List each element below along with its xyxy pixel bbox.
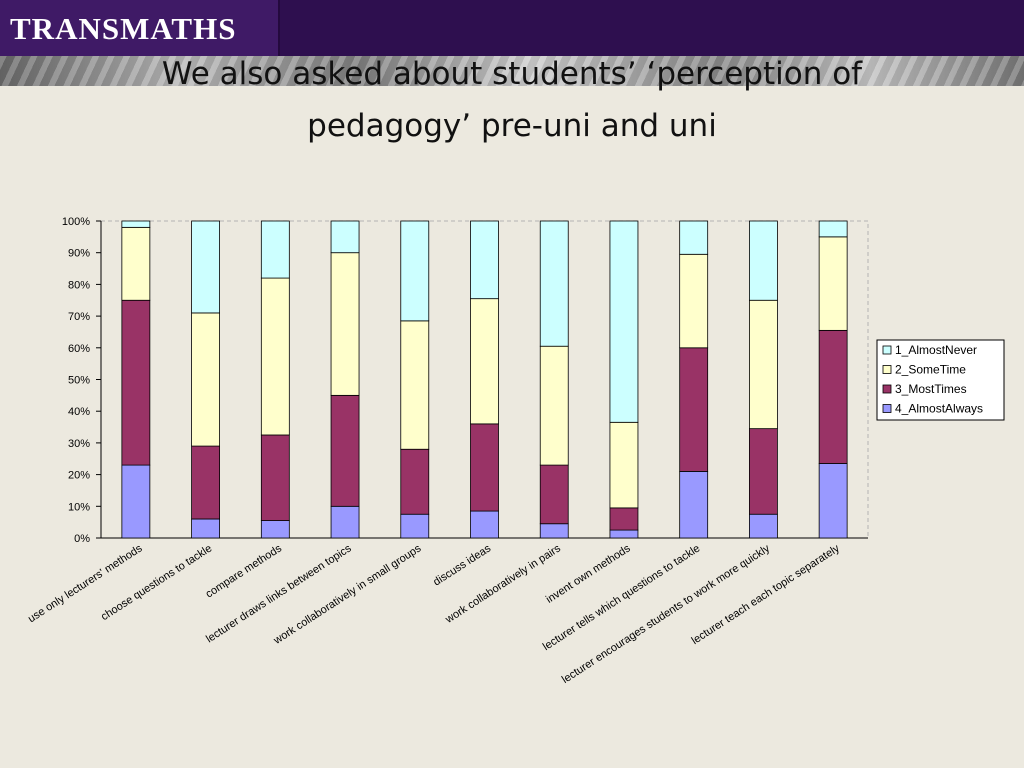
- bar-segment-1_AlmostNever: [470, 220, 499, 300]
- bar-segment-4_AlmostAlways: [330, 505, 360, 539]
- bar-segment-1_AlmostNever: [121, 220, 151, 228]
- bar-segment-2_SomeTime: [679, 253, 709, 349]
- logo-text: TRANSMATHS: [10, 11, 237, 46]
- bar-segment-3_MostTimes: [609, 507, 639, 531]
- bar-group: [400, 220, 430, 539]
- legend-label: 4_AlmostAlways: [895, 402, 983, 416]
- x-tick-label: discuss ideas: [431, 542, 493, 588]
- y-tick-label: 0%: [74, 533, 90, 545]
- x-tick-label: work collaboratively in small groups: [271, 542, 424, 647]
- legend-swatch: [882, 345, 892, 355]
- bar-segment-2_SomeTime: [191, 312, 220, 447]
- bar-group: [679, 220, 709, 539]
- legend: 1_AlmostNever 2_SomeTime 3_MostTimes 4_Almo…: [876, 339, 1005, 421]
- x-tick-label: lecturer teach each topic separately: [690, 542, 843, 647]
- bar-segment-4_AlmostAlways: [609, 529, 639, 539]
- bar-segment-3_MostTimes: [260, 434, 290, 521]
- x-tick-label: work collaboratively in pairs: [443, 542, 564, 626]
- bar-segment-2_SomeTime: [818, 236, 848, 331]
- bars: [121, 220, 848, 539]
- legend-swatch: [882, 365, 892, 374]
- y-tick-label: 60%: [68, 343, 90, 355]
- y-axis: 0% 10% 20% 30% 40% 50% 60% 70% 80% 90% 100%: [62, 216, 868, 545]
- y-tick-label: 70%: [68, 311, 90, 323]
- bar-segment-3_MostTimes: [539, 464, 569, 525]
- bar-segment-2_SomeTime: [609, 421, 639, 509]
- bar-segment-3_MostTimes: [470, 423, 499, 512]
- bar-group: [609, 220, 639, 539]
- y-tick-label: 40%: [68, 406, 90, 418]
- legend-label: 1_AlmostNever: [895, 343, 977, 357]
- bar-segment-3_MostTimes: [749, 428, 778, 515]
- bar-segment-1_AlmostNever: [330, 220, 360, 254]
- page-title: We also asked about students’ ‘perceptio…: [161, 56, 863, 144]
- y-tick-label: 80%: [68, 279, 90, 291]
- bar-group: [121, 220, 151, 539]
- legend-box: [876, 339, 1005, 421]
- bar-segment-4_AlmostAlways: [539, 523, 569, 539]
- bar-segment-3_MostTimes: [330, 394, 360, 507]
- bar-group: [539, 220, 569, 539]
- y-tick-label: 50%: [68, 375, 90, 387]
- legend-label: 3_MostTimes: [895, 382, 967, 396]
- bar-segment-1_AlmostNever: [260, 220, 290, 279]
- bar-segment-3_MostTimes: [121, 299, 151, 466]
- bar-segment-4_AlmostAlways: [679, 471, 709, 539]
- bar-segment-2_SomeTime: [121, 226, 151, 301]
- bar-segment-3_MostTimes: [191, 445, 220, 520]
- bar-segment-1_AlmostNever: [679, 220, 709, 255]
- bar-segment-1_AlmostNever: [400, 220, 430, 322]
- bar-group: [749, 220, 778, 539]
- bar-segment-4_AlmostAlways: [260, 520, 290, 539]
- bar-segment-4_AlmostAlways: [191, 518, 220, 539]
- bar-segment-1_AlmostNever: [818, 220, 848, 238]
- y-tick-label: 10%: [68, 501, 90, 513]
- legend-swatch: [882, 404, 892, 413]
- x-tick-label: use only lecturers' methods: [26, 542, 145, 625]
- y-tick-label: 20%: [68, 470, 90, 482]
- bar-segment-1_AlmostNever: [539, 220, 569, 347]
- bar-segment-1_AlmostNever: [609, 220, 639, 423]
- bar-group: [470, 220, 499, 539]
- bar-group: [330, 220, 360, 539]
- bar-segment-2_SomeTime: [330, 252, 360, 396]
- bar-segment-4_AlmostAlways: [749, 513, 778, 539]
- legend-label: 2_SomeTime: [895, 363, 966, 377]
- header-photo-strip: [0, 56, 1024, 86]
- bar-segment-2_SomeTime: [749, 299, 778, 430]
- x-tick-label: lecturer draws links between topics: [204, 542, 354, 645]
- bar-segment-1_AlmostNever: [191, 220, 220, 314]
- bar-segment-4_AlmostAlways: [470, 510, 499, 539]
- bar-segment-2_SomeTime: [539, 345, 569, 466]
- bar-group: [191, 220, 220, 539]
- bar-segment-4_AlmostAlways: [400, 513, 430, 539]
- bar-segment-3_MostTimes: [679, 347, 709, 472]
- transmaths-logo: TRANSMATHS: [0, 0, 280, 56]
- bar-segment-3_MostTimes: [400, 448, 430, 515]
- bar-segment-3_MostTimes: [818, 329, 848, 464]
- bar-segment-2_SomeTime: [400, 320, 430, 450]
- bar-segment-2_SomeTime: [260, 277, 290, 436]
- y-tick-label: 90%: [68, 248, 90, 260]
- bar-group: [818, 220, 848, 539]
- legend-swatch: [882, 384, 892, 394]
- y-tick-label: 100%: [62, 216, 90, 228]
- bar-segment-4_AlmostAlways: [818, 463, 848, 539]
- bar-segment-4_AlmostAlways: [121, 464, 151, 539]
- bar-segment-1_AlmostNever: [749, 220, 778, 301]
- bar-segment-2_SomeTime: [470, 298, 499, 425]
- x-tick-label: choose questions to tackle: [99, 542, 214, 623]
- bar-group: [260, 220, 290, 539]
- y-tick-label: 30%: [68, 438, 90, 450]
